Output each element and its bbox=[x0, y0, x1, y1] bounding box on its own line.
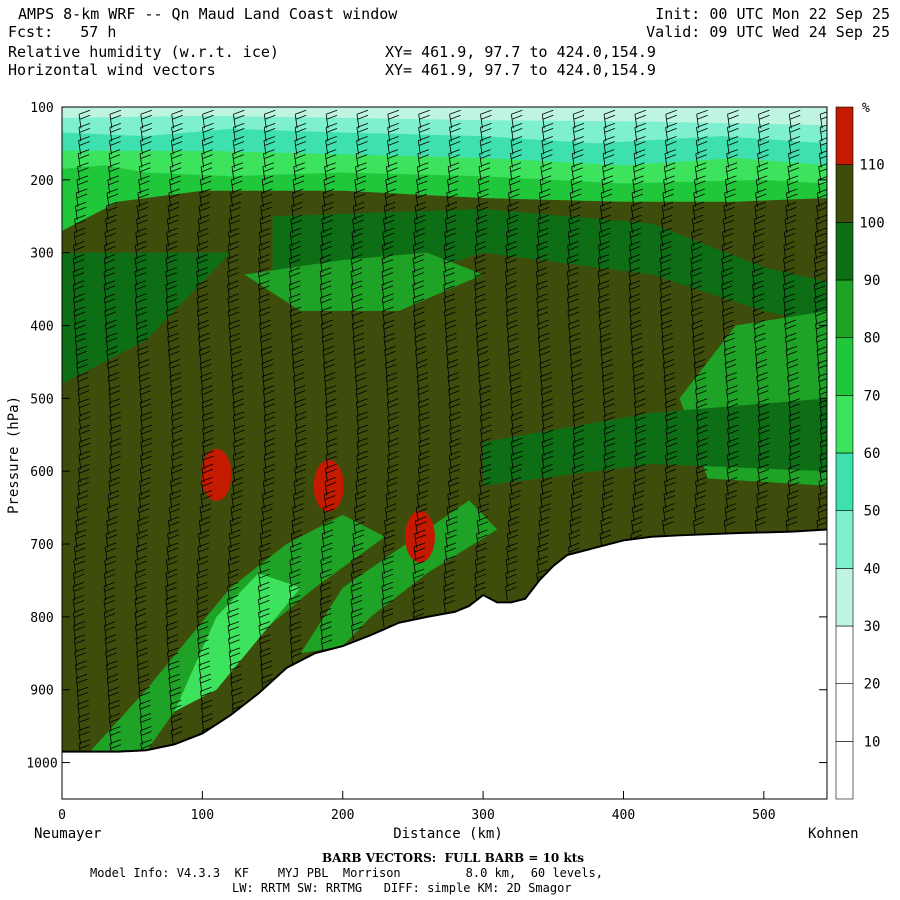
y-tick-label: 100 bbox=[30, 101, 53, 116]
plot-area bbox=[62, 107, 827, 799]
wind-barb-column bbox=[628, 109, 647, 548]
wind-barb-column bbox=[72, 109, 91, 758]
x-tick-label: 500 bbox=[752, 808, 775, 823]
colorbar-tick-label: 50 bbox=[864, 504, 881, 520]
wind-barb-column bbox=[350, 109, 369, 640]
x-tick-label: 300 bbox=[471, 808, 494, 823]
y-tick-label: 1000 bbox=[26, 757, 57, 772]
colorbar-tick-label: 30 bbox=[864, 619, 881, 635]
wind-barb-column bbox=[103, 109, 122, 758]
colorbar-swatch bbox=[835, 683, 854, 742]
colorbar: 10 20 30 40 50 60 70 80 90 100 110 bbox=[835, 106, 885, 800]
wind-barb-column bbox=[690, 109, 708, 535]
x-end-label: Kohnen bbox=[808, 826, 859, 842]
colorbar-swatch bbox=[835, 164, 854, 223]
y-tick-label: 500 bbox=[30, 392, 53, 407]
wind-barb-column bbox=[752, 109, 770, 535]
wind-barb-column bbox=[721, 109, 739, 535]
colorbar-tick-label: 110 bbox=[859, 158, 884, 174]
colorbar-swatch bbox=[835, 510, 854, 569]
y-tick-label: 800 bbox=[30, 611, 53, 626]
colorbar-tick-label: 20 bbox=[864, 677, 881, 693]
wind-barb-column bbox=[257, 109, 276, 693]
rh-supersat-pocket-2 bbox=[313, 459, 344, 512]
field-label-rh: Relative humidity (w.r.t. ice) bbox=[8, 43, 279, 61]
rh-supersat-pocket-1 bbox=[201, 448, 232, 501]
rh-band-80-diag bbox=[300, 500, 498, 654]
x-tick-label: 100 bbox=[191, 808, 214, 823]
wind-barb-column bbox=[782, 109, 801, 535]
model-info-line1: Model Info: V4.3.3 KF MYJ PBL Morrison 8… bbox=[90, 866, 603, 880]
wind-barb-column bbox=[566, 109, 585, 562]
y-tick-label: 600 bbox=[30, 465, 53, 480]
terrain-fill bbox=[62, 529, 827, 799]
wind-barb-column bbox=[659, 109, 677, 535]
chart-title: AMPS 8-km WRF -- Qn Maud Land Coast wind… bbox=[18, 5, 398, 23]
y-tick-label: 900 bbox=[30, 684, 53, 699]
wind-barb-column bbox=[535, 109, 554, 588]
colorbar-swatch bbox=[835, 106, 854, 165]
x-start-label: Neumayer bbox=[34, 826, 101, 842]
colorbar-tick-label: 10 bbox=[864, 734, 881, 750]
colorbar-tick-label: 60 bbox=[864, 446, 881, 462]
colorbar-swatch bbox=[835, 279, 854, 338]
colorbar-swatch bbox=[835, 337, 854, 396]
x-tick-label: 0 bbox=[58, 808, 66, 823]
colorbar-swatch bbox=[835, 395, 854, 454]
colorbar-tick-label: 70 bbox=[864, 388, 881, 404]
wind-barb-column bbox=[813, 111, 827, 535]
valid-time: Valid: 09 UTC Wed 24 Sep 25 bbox=[646, 23, 890, 41]
colorbar-swatch bbox=[835, 568, 854, 627]
colorbar-tick-label: 40 bbox=[864, 561, 881, 577]
plot-frame bbox=[61, 106, 828, 800]
rh-band-90-low bbox=[483, 398, 827, 486]
x-tick-label: 200 bbox=[331, 808, 354, 823]
rh-band-90-upper bbox=[272, 208, 827, 326]
barb-note: BARB VECTORS: FULL BARB = 10 kts bbox=[322, 851, 585, 865]
y-axis-label: Pressure (hPa) bbox=[6, 396, 22, 514]
wind-barb-column bbox=[288, 109, 307, 666]
colorbar-tick-label: 80 bbox=[864, 331, 881, 347]
wind-barb-column bbox=[319, 109, 338, 653]
colorbar-swatch bbox=[835, 625, 854, 684]
colorbar-tick-label: 90 bbox=[864, 273, 881, 289]
field-label-wind: Horizontal wind vectors bbox=[8, 61, 216, 79]
xy-label-1: XY= 461.9, 97.7 to 424.0,154.9 bbox=[385, 43, 656, 61]
y-tick-label: 300 bbox=[30, 247, 53, 262]
colorbar-swatch bbox=[835, 222, 854, 281]
wind-barb-column bbox=[381, 109, 399, 627]
wind-barb-column bbox=[597, 109, 616, 548]
y-tick-label: 200 bbox=[30, 174, 53, 189]
model-info-line2: LW: RRTM SW: RRTMG DIFF: simple KM: 2D S… bbox=[232, 881, 572, 895]
wind-barb-column bbox=[412, 109, 430, 627]
wind-barb-column bbox=[504, 109, 523, 601]
rh-band-70-lowleft bbox=[174, 573, 301, 712]
colorbar-unit: % bbox=[862, 101, 870, 116]
wind-barb-column bbox=[196, 109, 214, 745]
colorbar-tick-label: 100 bbox=[859, 215, 884, 231]
y-tick-label: 400 bbox=[30, 320, 53, 335]
terrain-line bbox=[62, 528, 827, 753]
wind-barb-column bbox=[165, 109, 183, 745]
axes: 100 200 300 400 500 600 700 800 900 1000 0 100 200 30… bbox=[26, 101, 827, 823]
colorbar-swatch bbox=[835, 741, 854, 800]
colorbar-swatch bbox=[835, 452, 854, 511]
wind-barb-column bbox=[443, 109, 461, 614]
wind-barb-column bbox=[227, 109, 245, 719]
xy-label-2: XY= 461.9, 97.7 to 424.0,154.9 bbox=[385, 61, 656, 79]
forecast-hour: Fcst: 57 h bbox=[8, 23, 117, 41]
rh-band-80-mid bbox=[244, 252, 484, 311]
x-tick-label: 400 bbox=[612, 808, 635, 823]
init-time: Init: 00 UTC Mon 22 Sep 25 bbox=[655, 5, 890, 23]
wind-barb-column bbox=[134, 109, 152, 758]
x-axis-label: Distance (km) bbox=[393, 826, 503, 842]
wind-barb-column bbox=[474, 109, 492, 601]
y-tick-label: 700 bbox=[30, 538, 53, 553]
